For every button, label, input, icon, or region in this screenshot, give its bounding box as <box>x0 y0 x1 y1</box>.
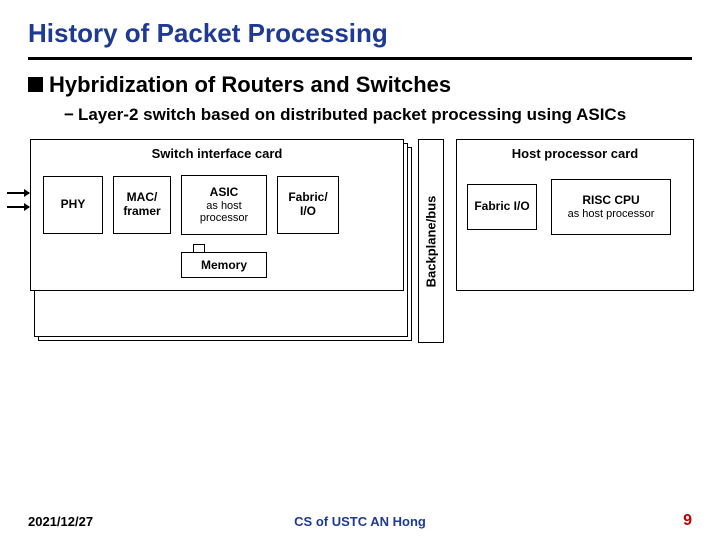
fabric-io-block: Fabric/ I/O <box>277 176 339 234</box>
footer-date: 2021/12/27 <box>28 514 93 529</box>
title-rule <box>28 57 692 60</box>
risc-sub: as host processor <box>568 208 655 221</box>
host-blocks-row: Fabric I/O RISC CPU as host processor <box>467 179 683 235</box>
footer-page-number: 9 <box>683 512 692 530</box>
arrow-icon <box>7 206 29 208</box>
host-fabric-io-block: Fabric I/O <box>467 184 537 230</box>
section-heading: Hybridization of Routers and Switches <box>49 72 451 98</box>
backplane-label: Backplane/bus <box>424 195 439 287</box>
asic-block: ASIC as host processor <box>181 175 267 235</box>
risc-main: RISC CPU <box>582 194 639 208</box>
mac-framer-block: MAC/ framer <box>113 176 171 234</box>
phy-block: PHY <box>43 176 103 234</box>
architecture-diagram: Switch interface card PHY MAC/ framer AS… <box>30 139 690 369</box>
switch-interface-card: Switch interface card PHY MAC/ framer AS… <box>30 139 404 291</box>
host-card-label: Host processor card <box>467 146 683 161</box>
sub-bullet-text: Layer-2 switch based on distributed pack… <box>78 105 626 124</box>
risc-cpu-block: RISC CPU as host processor <box>551 179 671 235</box>
mac-line2: framer <box>123 205 160 219</box>
section-bullet-row: Hybridization of Routers and Switches <box>28 72 692 98</box>
switch-blocks-row: PHY MAC/ framer ASIC as host processor F… <box>43 175 395 235</box>
switch-card-label: Switch interface card <box>39 146 395 161</box>
input-arrows <box>7 192 29 208</box>
asic-main: ASIC <box>210 186 239 200</box>
slide-footer: 2021/12/27 CS of USTC AN Hong 9 <box>0 512 720 530</box>
fio-line1: Fabric/ <box>288 191 327 205</box>
footer-course: CS of USTC AN Hong <box>294 514 426 529</box>
backplane-bus: Backplane/bus <box>418 139 444 343</box>
asic-sub: as host processor <box>182 200 266 225</box>
arrow-icon <box>7 192 29 194</box>
host-processor-card: Host processor card Fabric I/O RISC CPU … <box>456 139 694 291</box>
dash-icon: − <box>64 105 74 124</box>
mac-line1: MAC/ <box>127 191 158 205</box>
fio-line2: I/O <box>300 205 316 219</box>
memory-block: Memory <box>181 252 267 278</box>
square-bullet-icon <box>28 77 43 92</box>
slide-title: History of Packet Processing <box>28 18 692 49</box>
sub-bullet: −Layer-2 switch based on distributed pac… <box>64 104 692 125</box>
